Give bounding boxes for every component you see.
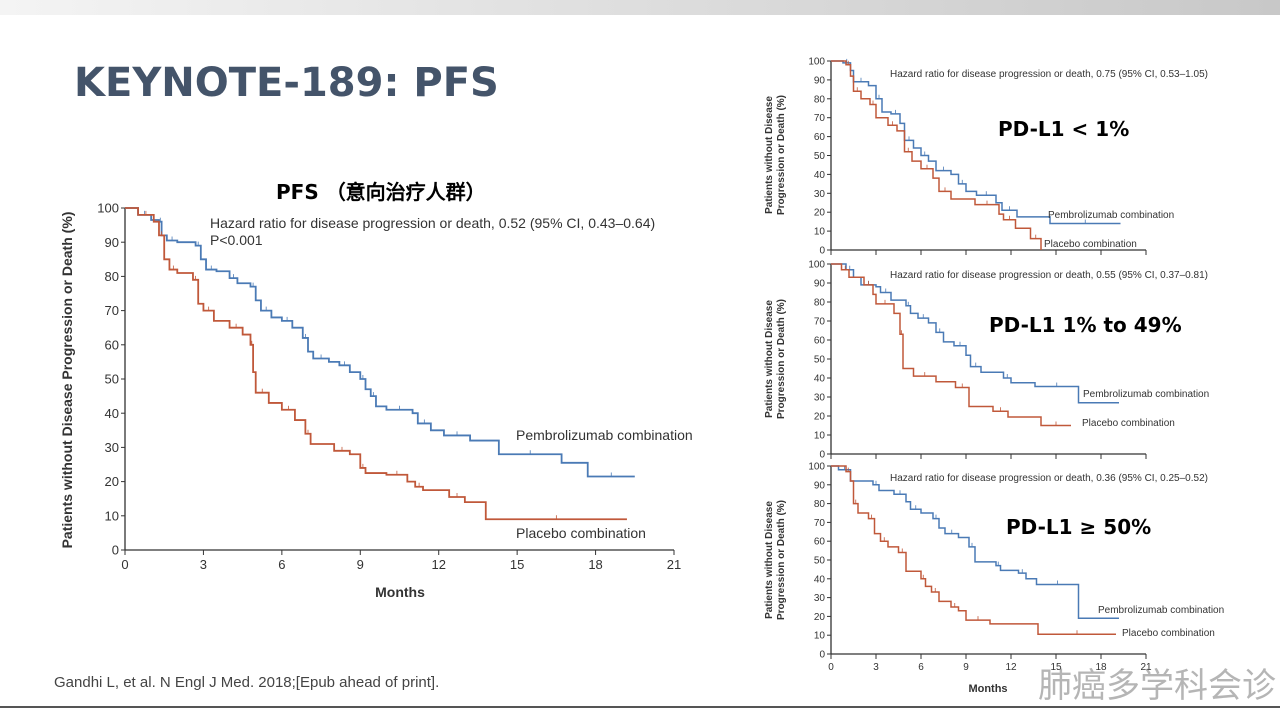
y-tick-label: 10 bbox=[814, 227, 826, 238]
km-curve-placebo bbox=[831, 465, 1116, 636]
x-tick-label: 21 bbox=[1140, 662, 1152, 673]
x-tick-label: 0 bbox=[828, 662, 834, 673]
y-tick-label: 90 bbox=[814, 480, 826, 491]
y-tick-label: 40 bbox=[814, 170, 826, 181]
series-label: Pembrolizumab combination bbox=[1083, 389, 1209, 400]
y-tick-label: 100 bbox=[97, 201, 119, 216]
y-tick-label: 50 bbox=[814, 556, 826, 567]
x-tick-label: 21 bbox=[667, 557, 681, 572]
main-chart-title: PFS （意向治疗人群） bbox=[276, 180, 486, 204]
y-tick-label: 70 bbox=[105, 303, 119, 318]
y-tick-label: 60 bbox=[814, 537, 826, 548]
y-tick-label: 50 bbox=[814, 355, 826, 366]
y-tick-label: 100 bbox=[808, 462, 825, 473]
y-tick-label: 0 bbox=[819, 246, 825, 257]
y-tick-label: 70 bbox=[814, 317, 826, 328]
y-tick-label: 90 bbox=[105, 235, 119, 250]
hazard-ratio-annotation: Hazard ratio for disease progression or … bbox=[210, 215, 655, 231]
citation: Gandhi L, et al. N Engl J Med. 2018;[Epu… bbox=[54, 674, 440, 691]
km-curve-placebo bbox=[831, 60, 1042, 250]
y-axis-label: Patients without DiseaseProgression or D… bbox=[764, 95, 787, 215]
y-tick-label: 10 bbox=[814, 431, 826, 442]
series-label: Pembrolizumab combination bbox=[1048, 210, 1174, 221]
x-tick-label: 9 bbox=[963, 662, 969, 673]
y-tick-label: 10 bbox=[105, 508, 119, 523]
y-tick-label: 10 bbox=[814, 631, 826, 642]
y-tick-label: 20 bbox=[814, 208, 826, 219]
y-tick-label: 90 bbox=[814, 279, 826, 290]
y-axis-label: Patients without Disease Progression or … bbox=[59, 212, 75, 549]
y-tick-label: 80 bbox=[814, 499, 826, 510]
y-tick-label: 30 bbox=[814, 189, 826, 200]
series-label: Pembrolizumab combination bbox=[1098, 605, 1224, 616]
x-tick-label: 15 bbox=[1050, 662, 1062, 673]
y-tick-label: 30 bbox=[814, 593, 826, 604]
y-tick-label: 40 bbox=[814, 574, 826, 585]
subgroup-title-pdl1-1-49: PD-L1 1% to 49% bbox=[989, 313, 1182, 337]
x-axis-label: Months bbox=[968, 683, 1007, 695]
hazard-ratio-annotation: Hazard ratio for disease progression or … bbox=[890, 473, 1208, 484]
x-tick-label: 12 bbox=[431, 557, 445, 572]
series-label: Pembrolizumab combination bbox=[516, 427, 693, 443]
y-tick-label: 70 bbox=[814, 518, 826, 529]
y-tick-label: 100 bbox=[808, 260, 825, 271]
p-value: P<0.001 bbox=[210, 232, 263, 248]
x-tick-label: 3 bbox=[200, 557, 207, 572]
y-tick-label: 50 bbox=[814, 151, 826, 162]
y-tick-label: 100 bbox=[808, 57, 825, 68]
x-tick-label: 6 bbox=[278, 557, 285, 572]
y-tick-label: 60 bbox=[105, 337, 119, 352]
y-tick-label: 80 bbox=[105, 269, 119, 284]
watermark: 肺癌多学科会诊 bbox=[1038, 666, 1276, 706]
km-curve-pembrolizumab bbox=[831, 60, 1121, 225]
y-tick-label: 40 bbox=[105, 406, 119, 421]
y-tick-label: 30 bbox=[105, 440, 119, 455]
y-tick-label: 20 bbox=[105, 474, 119, 489]
y-tick-label: 30 bbox=[814, 393, 826, 404]
x-tick-label: 6 bbox=[918, 662, 924, 673]
series-label: Placebo combination bbox=[1082, 418, 1175, 429]
y-axis-label: Patients without DiseaseProgression or D… bbox=[764, 500, 787, 620]
x-tick-label: 0 bbox=[121, 557, 128, 572]
y-tick-label: 90 bbox=[814, 75, 826, 86]
y-tick-label: 20 bbox=[814, 412, 826, 423]
y-tick-label: 20 bbox=[814, 612, 826, 623]
x-tick-label: 15 bbox=[510, 557, 524, 572]
top-band bbox=[0, 0, 1280, 15]
y-tick-label: 60 bbox=[814, 336, 826, 347]
subgroup-title-pdl1-lt1: PD-L1 < 1% bbox=[998, 117, 1130, 141]
km-curve-placebo bbox=[831, 263, 1071, 427]
y-tick-label: 80 bbox=[814, 298, 826, 309]
km-curve-pembrolizumab bbox=[831, 465, 1119, 620]
y-axis-label: Patients without DiseaseProgression or D… bbox=[764, 299, 787, 419]
y-tick-label: 0 bbox=[112, 543, 119, 558]
x-tick-label: 18 bbox=[1095, 662, 1107, 673]
x-tick-label: 3 bbox=[873, 662, 879, 673]
y-tick-label: 0 bbox=[819, 450, 825, 461]
series-label: Placebo combination bbox=[1044, 239, 1137, 250]
x-tick-label: 9 bbox=[357, 557, 364, 572]
y-tick-label: 70 bbox=[814, 113, 826, 124]
y-tick-label: 50 bbox=[105, 372, 119, 387]
bottom-divider bbox=[0, 706, 1280, 708]
series-label: Placebo combination bbox=[516, 525, 646, 541]
y-tick-label: 80 bbox=[814, 94, 826, 105]
x-tick-label: 18 bbox=[588, 557, 602, 572]
y-tick-label: 0 bbox=[819, 650, 825, 661]
x-tick-label: 12 bbox=[1005, 662, 1017, 673]
slide-title: KEYNOTE-189: PFS bbox=[74, 60, 499, 106]
y-tick-label: 40 bbox=[814, 374, 826, 385]
x-axis-label: Months bbox=[375, 584, 425, 600]
hazard-ratio-annotation: Hazard ratio for disease progression or … bbox=[890, 270, 1208, 281]
y-tick-label: 60 bbox=[814, 132, 826, 143]
subgroup-title-pdl1-ge50: PD-L1 ≥ 50% bbox=[1006, 515, 1152, 539]
series-label: Placebo combination bbox=[1122, 628, 1215, 639]
hazard-ratio-annotation: Hazard ratio for disease progression or … bbox=[890, 69, 1208, 80]
